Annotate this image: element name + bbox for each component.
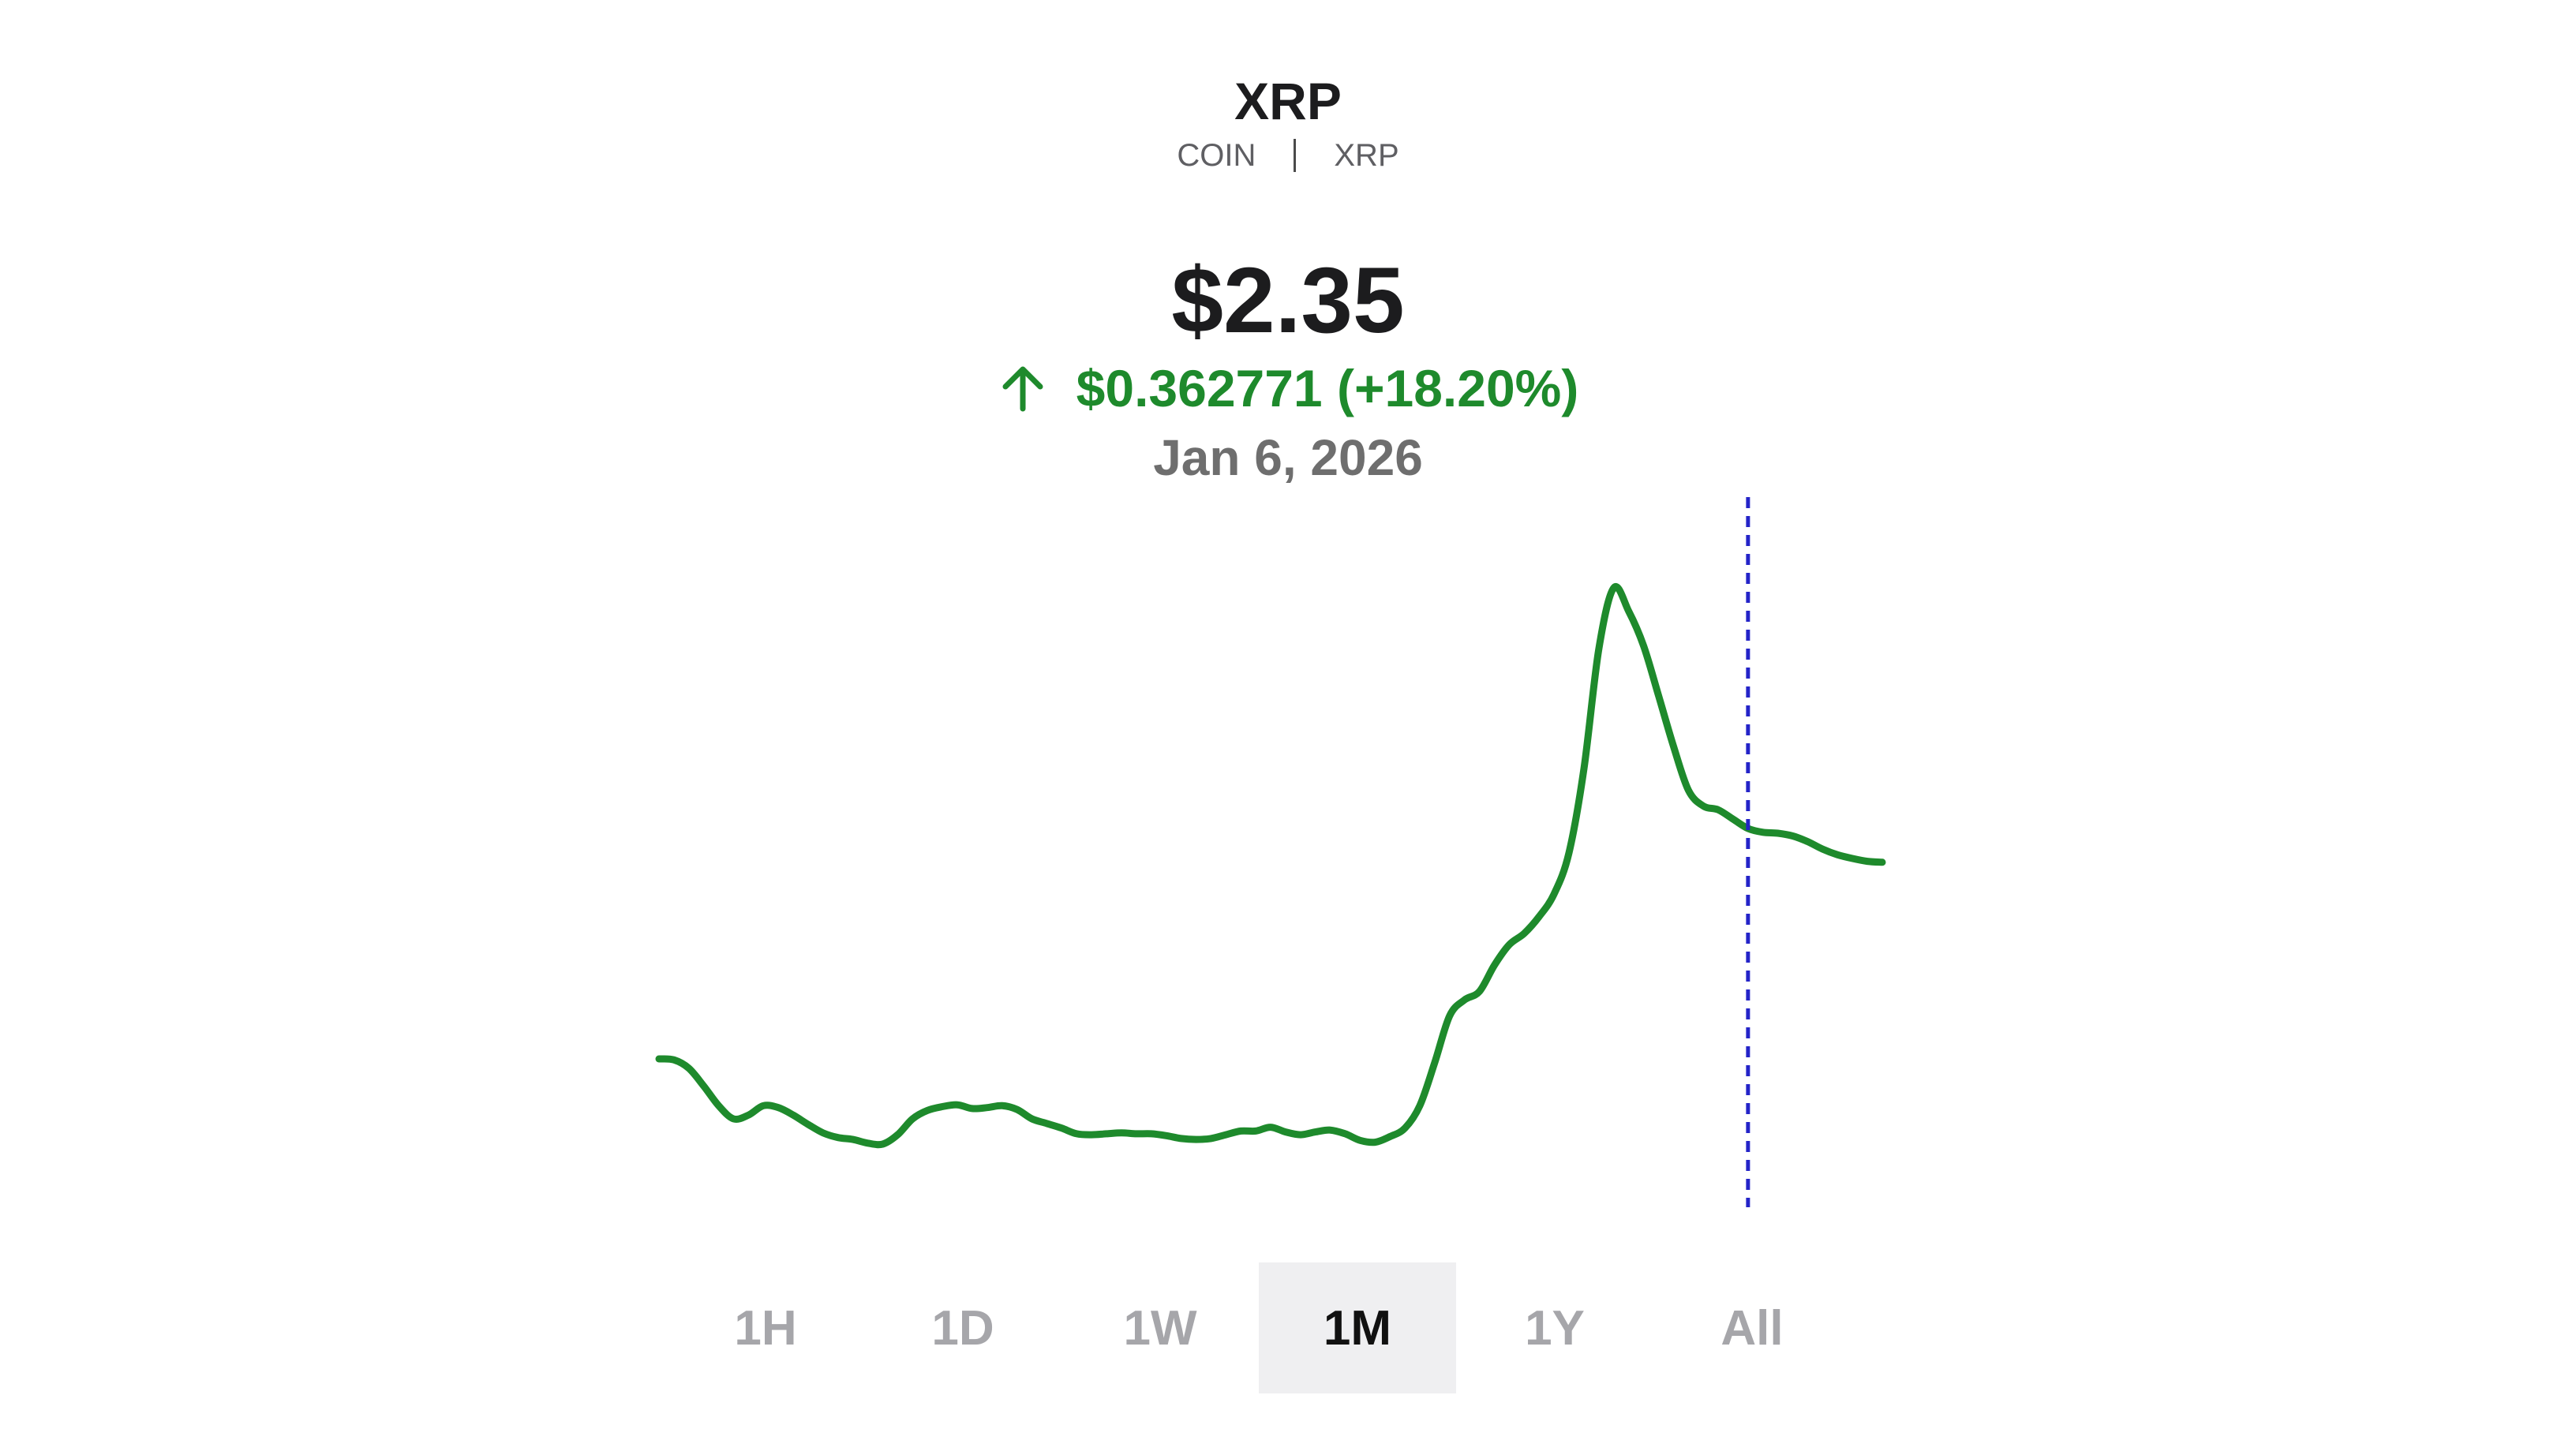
range-1y[interactable]: 1Y <box>1525 1300 1585 1356</box>
range-1h[interactable]: 1H <box>734 1300 797 1356</box>
asset-title: XRP <box>1234 72 1342 130</box>
arrow-up-icon <box>1002 366 1043 412</box>
price-line <box>655 583 1886 1149</box>
range-1d[interactable]: 1D <box>931 1300 994 1356</box>
quote-date: Jan 6, 2026 <box>1153 429 1423 486</box>
asset-symbol: XRP <box>1334 138 1399 173</box>
asset-type: COIN <box>1177 138 1256 173</box>
range-all[interactable]: All <box>1720 1300 1784 1356</box>
divider <box>1294 139 1297 172</box>
range-1w[interactable]: 1W <box>1123 1300 1197 1356</box>
asset-subtitle: COIN XRP <box>0 136 2576 175</box>
time-range-selector: 1H 1D 1W 1M 1Y All <box>667 1262 1851 1393</box>
price-change: $0.362771 (+18.20%) <box>0 357 2576 420</box>
current-price: $2.35 <box>1171 249 1405 353</box>
range-1m[interactable]: 1M <box>1259 1262 1456 1393</box>
price-change-value: $0.362771 (+18.20%) <box>1076 359 1579 417</box>
